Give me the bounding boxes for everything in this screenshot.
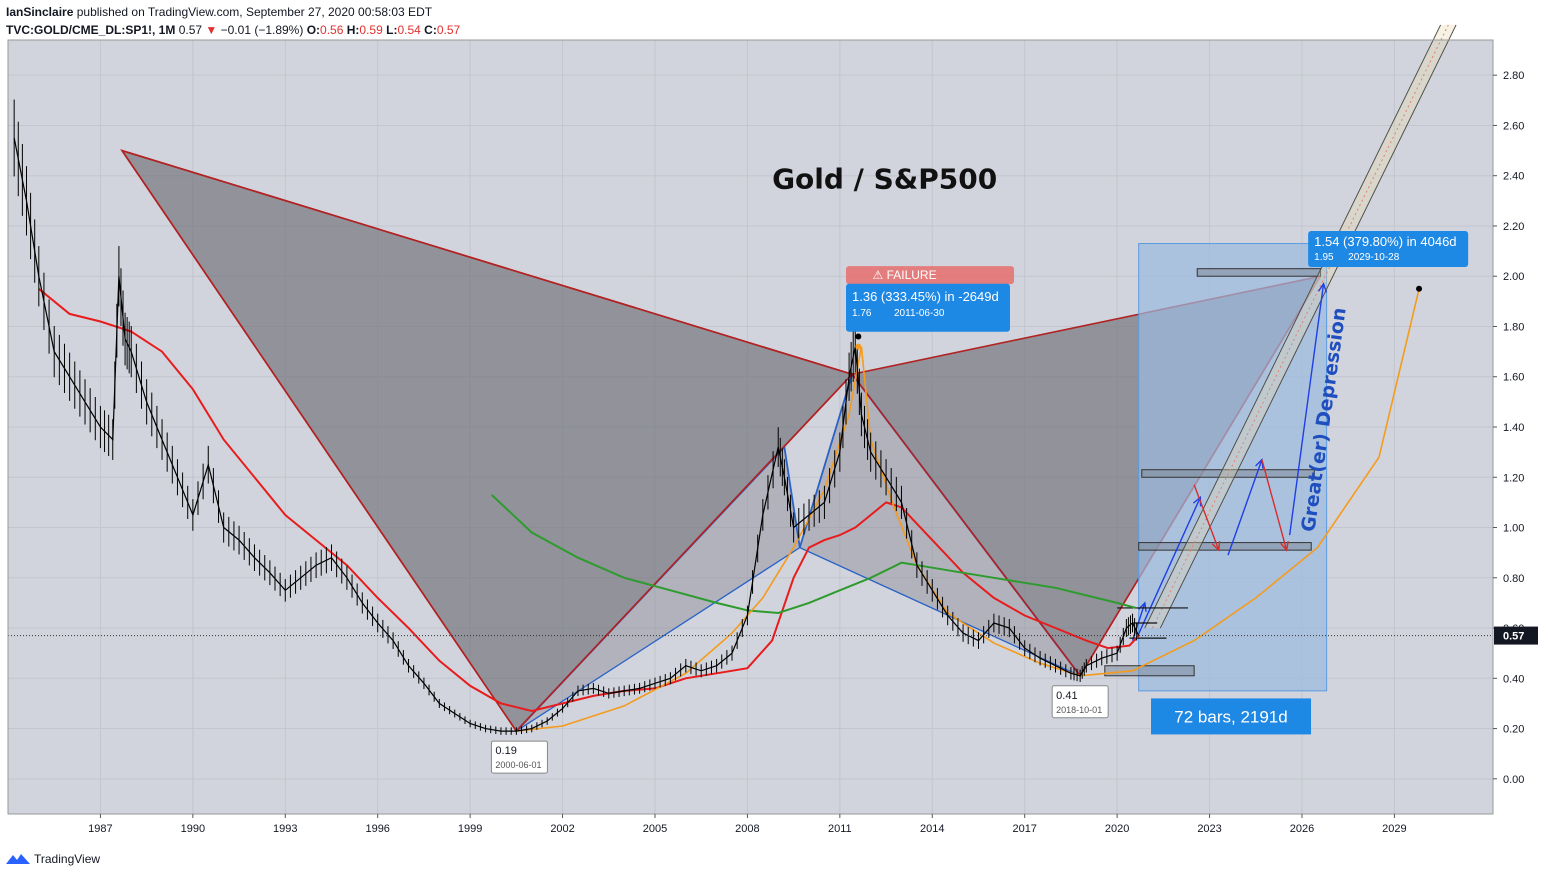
y-tick-label: 0.00 (1503, 774, 1524, 786)
projection-arrow-up-3-head (1318, 282, 1328, 293)
y-tick-label: 2.80 (1503, 70, 1524, 82)
projection-arrow-down-1-head (1211, 541, 1221, 552)
channel-fill (1144, 24, 1457, 629)
y-tick-label: 2.60 (1503, 120, 1524, 132)
tradingview-footer[interactable]: TradingView (6, 852, 100, 866)
high-label: H: (346, 23, 360, 37)
x-tick-label: 1999 (458, 823, 482, 835)
open-label: O: (306, 23, 321, 37)
author-name[interactable]: IanSinclaire (6, 5, 74, 19)
range-label-box (1151, 698, 1312, 735)
open-value: 0.56 (320, 23, 344, 37)
series-price (13, 137, 1140, 732)
projection-arrow-up-1 (1134, 497, 1201, 641)
x-tick-label: 1987 (88, 823, 112, 835)
low-label-2018-box (1051, 685, 1109, 719)
measure-top-point (855, 333, 862, 340)
y-tick-label: 2.00 (1503, 271, 1524, 283)
x-tick-label: 2023 (1197, 823, 1221, 835)
close-label: C: (424, 23, 437, 37)
low-label-2018-value: 0.41 (1056, 690, 1077, 702)
measure-top-price: 1.76 (852, 308, 872, 319)
x-tick-label: 2026 (1290, 823, 1314, 835)
projection-arrow-down-2 (1261, 459, 1288, 551)
price-tag-label: 0.57 (1503, 631, 1524, 643)
series-arc_orange (516, 288, 1420, 732)
publish-info: IanSinclaire published on TradingView.co… (6, 5, 432, 19)
measure-right-price: 1.95 (1314, 252, 1334, 263)
chart-title: Gold / S&P500 (772, 162, 997, 195)
measure-box-right (1308, 230, 1469, 267)
symbol-legend: TVC:GOLD/CME_DL:SP1!, 1M 0.57 ▼ −0.01 (−… (6, 23, 460, 37)
x-tick-label: 2029 (1382, 823, 1406, 835)
low-label-2000-value: 0.19 (495, 745, 516, 757)
zigzag-blue-base (515, 546, 1081, 732)
low-value: 0.54 (397, 23, 421, 37)
projection-arrow-down-2-head (1280, 541, 1289, 552)
measure-right-line1: 1.54 (379.80%) in 4046d (1314, 234, 1456, 249)
x-tick-label: 2014 (920, 823, 944, 835)
measure-right-point (1416, 285, 1423, 292)
last-price: 0.57 (178, 23, 203, 37)
measure-top-date: 2011-06-30 (894, 308, 945, 319)
failure-label: ⚠ FAILURE (872, 268, 936, 282)
target-zone (1138, 542, 1312, 551)
tradingview-logo-icon (6, 854, 30, 864)
pattern-xb-line (121, 149, 853, 375)
failure-badge (846, 266, 1015, 285)
tradingview-brand: TradingView (34, 852, 101, 866)
x-tick-label: 2005 (643, 823, 667, 835)
y-tick-label: 2.40 (1503, 171, 1524, 183)
x-tick-label: 1993 (273, 823, 297, 835)
measure-top-line1: 1.36 (333.45%) in -2649d (852, 289, 999, 304)
y-tick-label: 1.80 (1503, 321, 1524, 333)
projection-arrow-up-2 (1227, 459, 1263, 556)
y-tick-label: 1.60 (1503, 372, 1524, 384)
x-tick-label: 2020 (1105, 823, 1129, 835)
low-label-2018-date: 2018-10-01 (1056, 705, 1102, 715)
y-tick-label: 2.20 (1503, 221, 1524, 233)
pattern-inner-left (516, 447, 800, 732)
x-tick-label: 1990 (181, 823, 205, 835)
close-value: 0.57 (436, 23, 461, 37)
series-ma_green (491, 494, 1136, 615)
x-tick-label: 2002 (550, 823, 574, 835)
y-tick-label: 1.40 (1503, 422, 1524, 434)
down-arrow-icon: ▼ (205, 23, 218, 37)
projection-arrow-up-3 (1288, 283, 1325, 536)
y-tick-label: 1.00 (1503, 523, 1524, 535)
target-zone (1104, 665, 1195, 677)
projection-arrow-small-head (1138, 601, 1147, 612)
y-tick-label: 0.40 (1503, 673, 1524, 685)
range-label-text: 72 bars, 2191d (1174, 707, 1287, 726)
low-label-2000-box (490, 740, 548, 774)
arc-top-point (855, 343, 862, 350)
low-label: L: (386, 23, 398, 37)
x-tick-label: 1996 (365, 823, 389, 835)
published-text: published on TradingView.com, September … (76, 5, 433, 19)
measure-right-date: 2029-10-28 (1348, 252, 1400, 263)
symbol-name[interactable]: TVC:GOLD/CME_DL:SP1!, 1M (6, 23, 176, 37)
y-tick-label: 0.80 (1503, 573, 1524, 585)
channel-mid-line (1152, 24, 1449, 629)
projection-arrow-down-1 (1193, 484, 1220, 551)
channel-upper-line (1144, 24, 1442, 629)
x-tick-label: 2017 (1012, 823, 1036, 835)
x-tick-label: 2008 (735, 823, 759, 835)
price-change: −0.01 (−1.89%) (220, 23, 304, 37)
measure-box-top (846, 283, 1011, 332)
y-tick-label: 1.20 (1503, 472, 1524, 484)
date-range-box (1138, 243, 1328, 692)
price-tag-bg (1494, 626, 1538, 645)
high-value: 0.59 (359, 23, 383, 37)
low-label-2000-date: 2000-06-01 (495, 760, 541, 770)
y-tick-label: 0.20 (1503, 724, 1524, 736)
x-tick-label: 2011 (828, 823, 852, 835)
target-zone (1196, 268, 1321, 277)
